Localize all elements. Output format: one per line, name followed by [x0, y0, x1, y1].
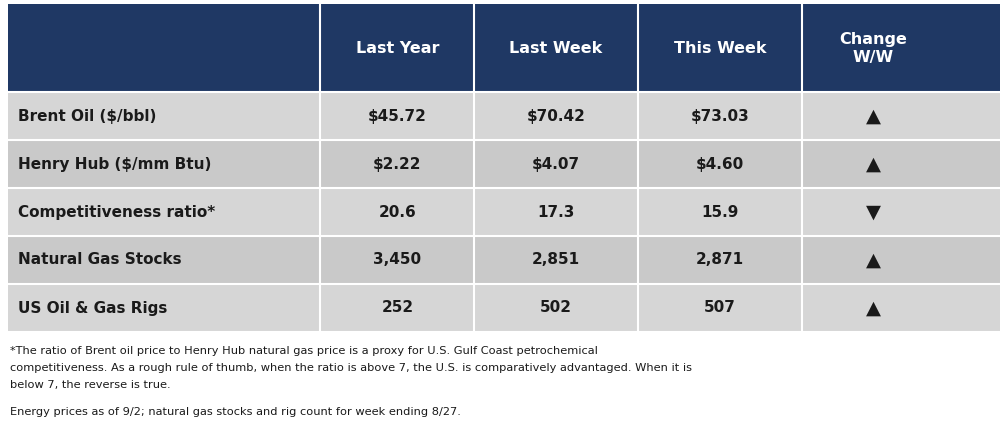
- Bar: [8, 284, 1000, 332]
- Text: ▲: ▲: [866, 298, 881, 317]
- Text: 15.9: 15.9: [702, 205, 739, 219]
- Text: Brent Oil ($/bbl): Brent Oil ($/bbl): [18, 108, 156, 123]
- Text: $70.42: $70.42: [526, 108, 586, 123]
- Text: below 7, the reverse is true.: below 7, the reverse is true.: [10, 380, 170, 390]
- Text: Natural Gas Stocks: Natural Gas Stocks: [18, 253, 181, 267]
- Text: $73.03: $73.03: [690, 108, 749, 123]
- Text: ▲: ▲: [866, 155, 881, 174]
- Text: US Oil & Gas Rigs: US Oil & Gas Rigs: [18, 301, 167, 316]
- Text: competitiveness. As a rough rule of thumb, when the ratio is above 7, the U.S. i: competitiveness. As a rough rule of thum…: [10, 363, 692, 373]
- Text: 3,450: 3,450: [373, 253, 421, 267]
- Text: This Week: This Week: [673, 40, 766, 56]
- Text: $2.22: $2.22: [373, 156, 421, 171]
- Text: $4.60: $4.60: [696, 156, 744, 171]
- Bar: [8, 92, 1000, 140]
- Text: $4.07: $4.07: [532, 156, 581, 171]
- Text: Competitiveness ratio*: Competitiveness ratio*: [18, 205, 216, 219]
- Bar: [8, 4, 1000, 92]
- Bar: [8, 236, 1000, 284]
- Text: Energy prices as of 9/2; natural gas stocks and rig count for week ending 8/27.: Energy prices as of 9/2; natural gas sto…: [10, 407, 461, 417]
- Text: Henry Hub ($/mm Btu): Henry Hub ($/mm Btu): [18, 156, 212, 171]
- Text: $45.72: $45.72: [368, 108, 426, 123]
- Text: Last Year: Last Year: [356, 40, 439, 56]
- Text: *The ratio of Brent oil price to Henry Hub natural gas price is a proxy for U.S.: *The ratio of Brent oil price to Henry H…: [10, 346, 598, 356]
- Text: 2,871: 2,871: [696, 253, 744, 267]
- Bar: [8, 140, 1000, 188]
- Text: Change
W/W: Change W/W: [840, 32, 907, 64]
- Text: 17.3: 17.3: [537, 205, 575, 219]
- Text: 507: 507: [704, 301, 736, 316]
- Text: Last Week: Last Week: [509, 40, 603, 56]
- Text: ▼: ▼: [866, 202, 881, 222]
- Bar: [8, 188, 1000, 236]
- Text: ▲: ▲: [866, 107, 881, 126]
- Text: ▲: ▲: [866, 250, 881, 270]
- Text: 502: 502: [540, 301, 573, 316]
- Text: 2,851: 2,851: [532, 253, 581, 267]
- Text: 20.6: 20.6: [378, 205, 416, 219]
- Text: 252: 252: [381, 301, 413, 316]
